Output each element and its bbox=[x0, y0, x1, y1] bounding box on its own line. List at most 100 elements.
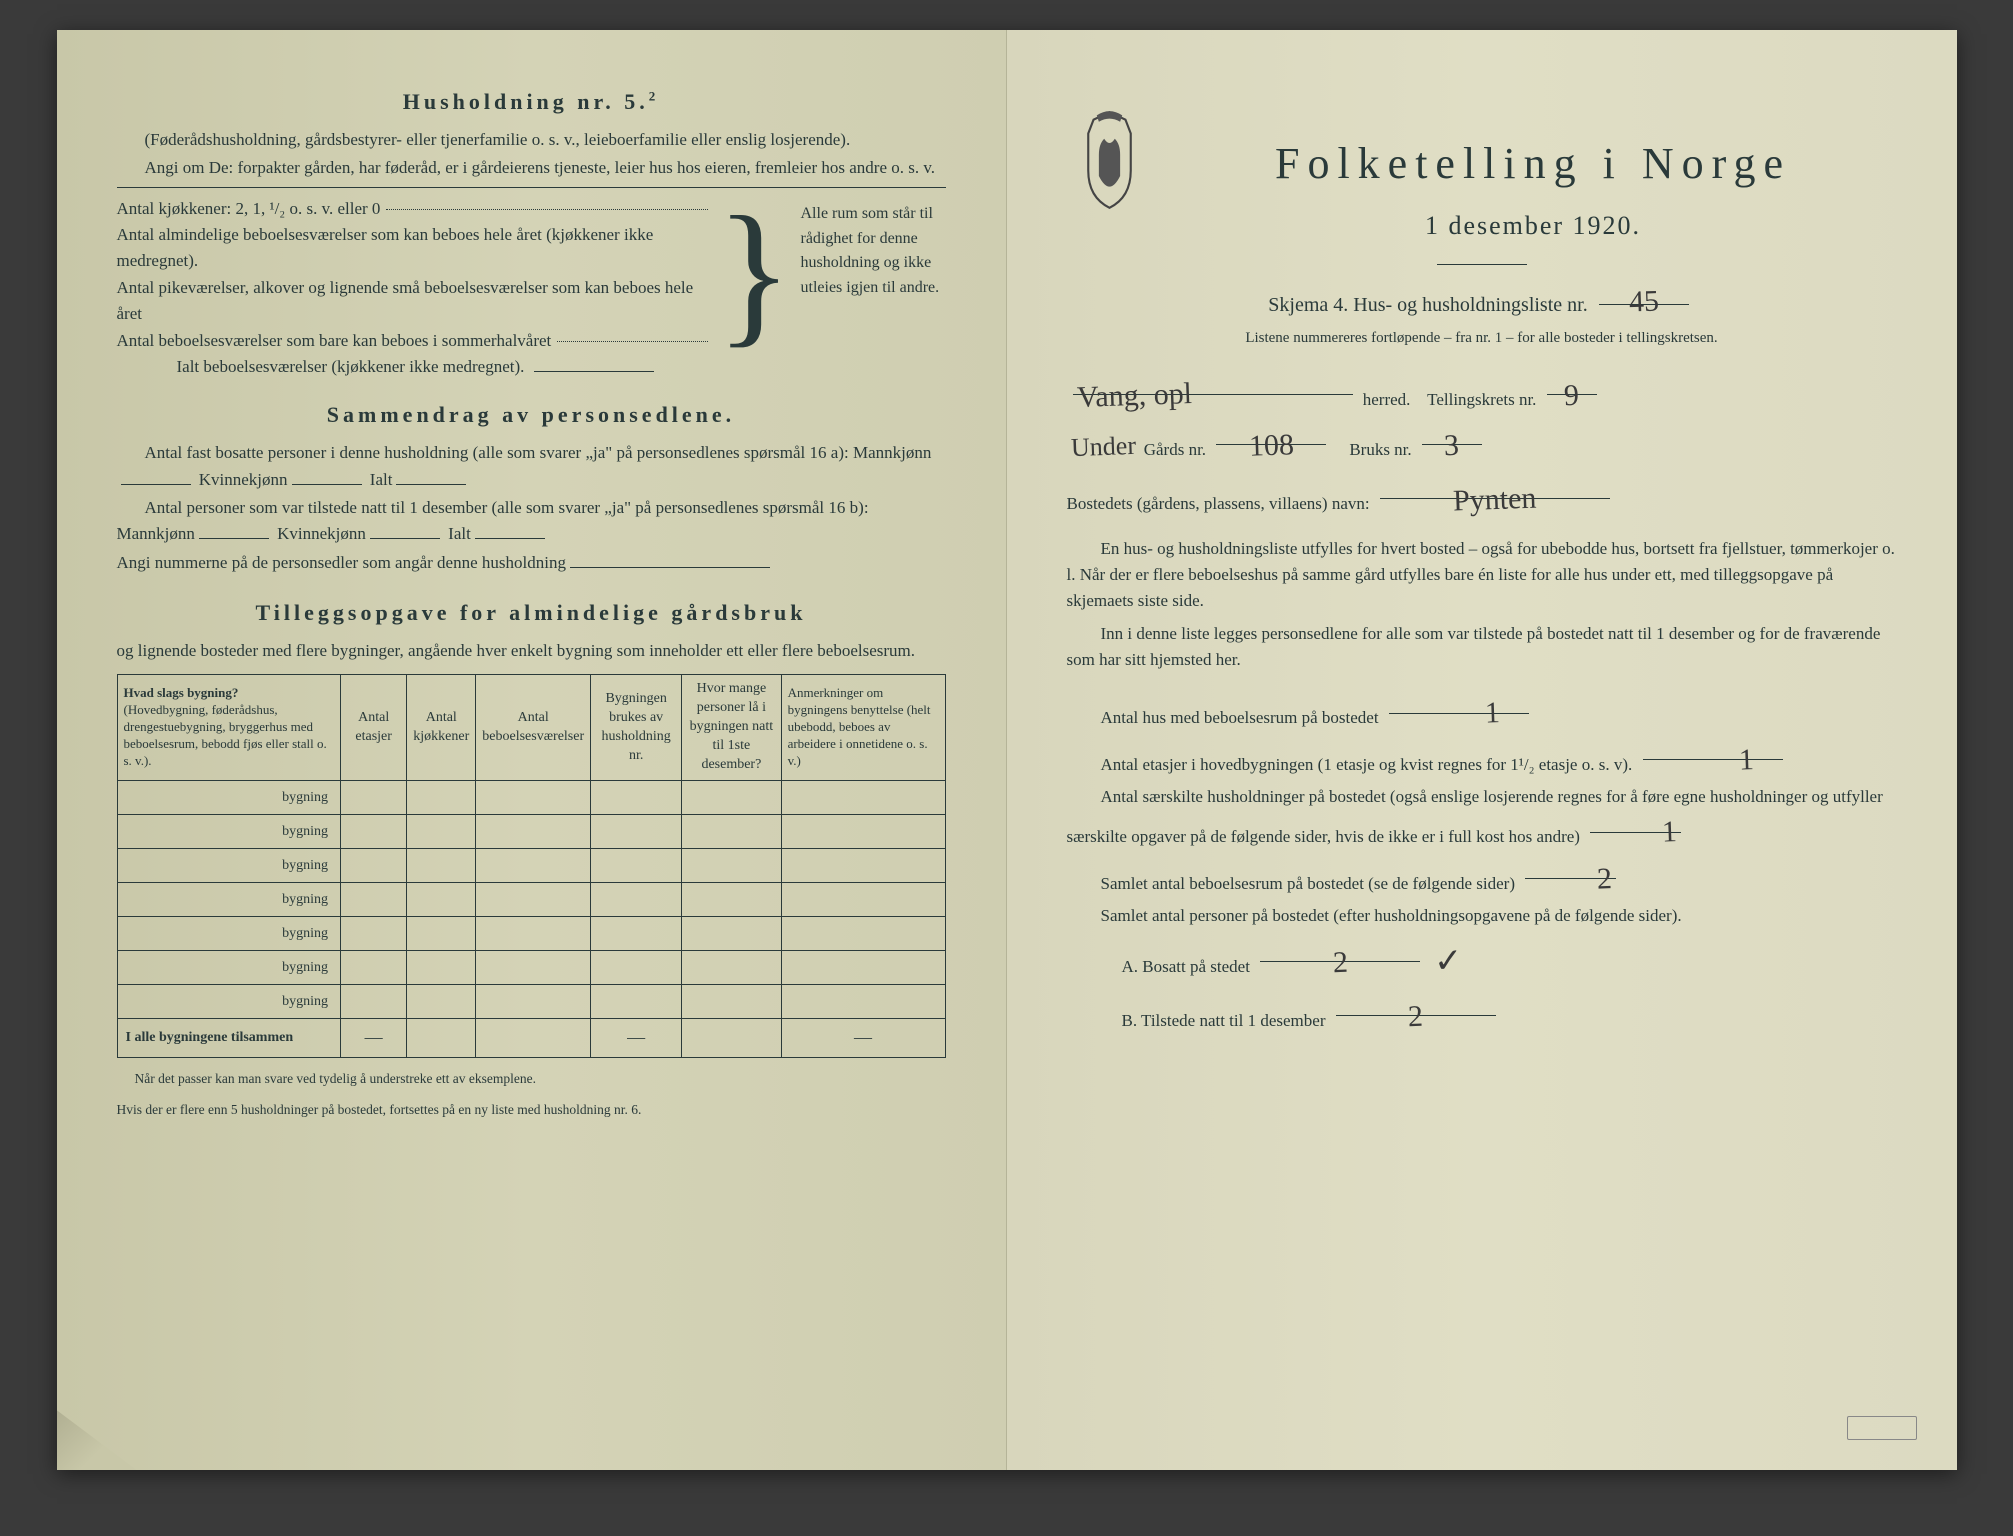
blank bbox=[570, 551, 770, 568]
printer-stamp bbox=[1847, 1416, 1917, 1440]
left-page: Husholdning nr. 5.2 (Føderådshusholdning… bbox=[57, 30, 1007, 1470]
qa-checkmark: ✓ bbox=[1430, 935, 1468, 989]
brace-symbol: } bbox=[716, 196, 793, 380]
numbering-note: Listene nummereres fortløpende – fra nr.… bbox=[1067, 327, 1897, 350]
dash: — bbox=[591, 1018, 682, 1057]
main-title: Folketelling i Norge bbox=[1170, 130, 1897, 198]
fn1-text: Når det passer kan man svare ved tydelig… bbox=[135, 1071, 536, 1086]
dots bbox=[557, 341, 707, 342]
th1-sub: (Hovedbygning, føderådshus, drengestueby… bbox=[124, 702, 327, 768]
blank bbox=[475, 522, 545, 539]
rooms-total: Ialt beboelsesværelser (kjøkkener ikke m… bbox=[177, 354, 525, 380]
table-row: bygning bbox=[117, 882, 945, 916]
qa-line: A. Bosatt på stedet 2 ✓ bbox=[1067, 936, 1897, 989]
q1-line: Antal hus med beboelsesrum på bostedet 1 bbox=[1067, 691, 1897, 731]
th1-main: Hvad slags bygning? bbox=[124, 685, 239, 700]
bruks-value: 3 bbox=[1440, 423, 1465, 470]
document-spread: Husholdning nr. 5.2 (Føderådshusholdning… bbox=[57, 30, 1957, 1470]
gards-line: Under Gårds nr. 108 Bruks nr. 3 bbox=[1067, 423, 1897, 467]
q3-value: 1 bbox=[1623, 809, 1682, 857]
rooms-block: Antal kjøkkener: 2, 1, ¹/₂ o. s. v. elle… bbox=[117, 196, 946, 380]
bygning-label: bygning bbox=[117, 814, 341, 848]
q3-label: Antal særskilte husholdninger på bostede… bbox=[1067, 787, 1883, 846]
instr-p1: En hus- og husholdningsliste utfylles fo… bbox=[1067, 536, 1897, 615]
q2-label: Antal etasjer i hovedbygningen (1 etasje… bbox=[1101, 755, 1633, 774]
title-block: Folketelling i Norge 1 desember 1920. bbox=[1067, 105, 1897, 246]
rooms-q3: Antal beboelsesværelser som bare kan beb… bbox=[117, 328, 552, 354]
rooms-q2: Antal pikeværelser, alkover og lignende … bbox=[117, 275, 702, 328]
blank bbox=[199, 522, 269, 539]
footnote-1: Når det passer kan man svare ved tydelig… bbox=[117, 1070, 946, 1089]
krets-value: 9 bbox=[1559, 372, 1584, 419]
sammendrag-title: Sammendrag av personsedlene. bbox=[117, 398, 946, 432]
title-rule bbox=[1437, 264, 1527, 265]
th7: Anmerkninger om bygningens benyttelse (h… bbox=[781, 675, 945, 780]
right-body-text: En hus- og husholdningsliste utfylles fo… bbox=[1067, 536, 1897, 1035]
q4-value: 2 bbox=[1558, 856, 1617, 904]
hh-line2: Angi om De: forpakter gården, har føderå… bbox=[117, 155, 946, 181]
sd1b: Kvinnekjønn bbox=[199, 470, 288, 489]
bygning-label: bygning bbox=[117, 780, 341, 814]
table-row: bygning bbox=[117, 950, 945, 984]
table-row: bygning bbox=[117, 916, 945, 950]
blank bbox=[370, 522, 440, 539]
household-heading: Husholdning nr. 5.2 bbox=[117, 85, 946, 119]
krets-label: Tellingskrets nr. bbox=[1427, 390, 1536, 409]
bygning-label: bygning bbox=[117, 950, 341, 984]
qa-label: A. Bosatt på stedet bbox=[1122, 957, 1250, 976]
dots bbox=[386, 209, 707, 210]
th2: Antal etasjer bbox=[341, 675, 407, 780]
skjema-label: Skjema 4. Hus- og husholdningsliste nr. bbox=[1268, 294, 1587, 316]
under-value: Under bbox=[1066, 426, 1140, 469]
sd3: Angi nummerne på de personsedler som ang… bbox=[117, 553, 566, 572]
q4-line: Samlet antal beboelsesrum på bostedet (s… bbox=[1067, 857, 1897, 897]
qb-value: 2 bbox=[1403, 994, 1428, 1041]
q5-line: Samlet antal personer på bostedet (efter… bbox=[1067, 903, 1897, 929]
bostedet-line: Bostedets (gårdens, plassens, villaens) … bbox=[1067, 477, 1897, 517]
instr-p2: Inn i denne liste legges personsedlene f… bbox=[1067, 621, 1897, 674]
tillegg-title: Tilleggsopgave for almindelige gårdsbruk bbox=[117, 596, 946, 630]
th6: Hvor mange personer lå i bygningen natt … bbox=[682, 675, 781, 780]
bruks-label: Bruks nr. bbox=[1349, 440, 1411, 459]
bygning-label: bygning bbox=[117, 848, 341, 882]
rule-under-hh2 bbox=[117, 184, 946, 188]
rooms-total-blank bbox=[534, 355, 654, 372]
table-row: bygning bbox=[117, 814, 945, 848]
q3-line: Antal særskilte husholdninger på bostede… bbox=[1067, 784, 1897, 851]
sd2b: Kvinnekjønn bbox=[277, 524, 366, 543]
household-heading-sup: 2 bbox=[649, 89, 660, 104]
bostedet-value: Pynten bbox=[1448, 476, 1541, 526]
household-heading-text: Husholdning nr. 5. bbox=[403, 89, 649, 114]
table-total-row: I alle bygningene tilsammen — — — bbox=[117, 1018, 945, 1057]
right-page: Folketelling i Norge 1 desember 1920. Sk… bbox=[1007, 30, 1957, 1470]
blank bbox=[396, 468, 466, 485]
buildings-table: Hvad slags bygning? (Hovedbygning, føder… bbox=[117, 674, 946, 1057]
q4-label: Samlet antal beboelsesrum på bostedet (s… bbox=[1101, 874, 1515, 893]
qb-line: B. Tilstede natt til 1 desember 2 bbox=[1067, 994, 1897, 1034]
hh-line1: (Føderådshusholdning, gårdsbestyrer- ell… bbox=[117, 127, 946, 153]
coat-of-arms-icon bbox=[1067, 105, 1152, 215]
sd-row1: Antal fast bosatte personer i denne hush… bbox=[117, 440, 946, 493]
kjokkener-label: Antal kjøkkener: 2, 1, ¹/₂ o. s. v. elle… bbox=[117, 196, 381, 222]
q1-label: Antal hus med beboelsesrum på bostedet bbox=[1101, 708, 1379, 727]
sd1a: Antal fast bosatte personer i denne hush… bbox=[145, 443, 932, 462]
q2-value: 1 bbox=[1700, 737, 1759, 785]
table-row: bygning bbox=[117, 848, 945, 882]
bygning-label: bygning bbox=[117, 984, 341, 1018]
table-row: bygning bbox=[117, 780, 945, 814]
gards-value: 108 bbox=[1244, 422, 1299, 470]
bostedet-label: Bostedets (gårdens, plassens, villaens) … bbox=[1067, 494, 1370, 513]
herred-label: herred. bbox=[1363, 390, 1411, 409]
blank bbox=[121, 468, 191, 485]
sd-row3: Angi nummerne på de personsedler som ang… bbox=[117, 550, 946, 576]
qb-label: B. Tilstede natt til 1 desember bbox=[1122, 1011, 1326, 1030]
skjema-line: Skjema 4. Hus- og husholdningsliste nr. … bbox=[1067, 279, 1897, 321]
dash: — bbox=[341, 1018, 407, 1057]
skjema-nr-value: 45 bbox=[1624, 279, 1664, 327]
table-row: bygning bbox=[117, 984, 945, 1018]
tillegg-sub: og lignende bosteder med flere bygninger… bbox=[117, 638, 946, 664]
sd2c: Ialt bbox=[448, 524, 471, 543]
total-label: I alle bygningene tilsammen bbox=[117, 1018, 341, 1057]
q1-value: 1 bbox=[1447, 690, 1506, 738]
bygning-label: bygning bbox=[117, 916, 341, 950]
